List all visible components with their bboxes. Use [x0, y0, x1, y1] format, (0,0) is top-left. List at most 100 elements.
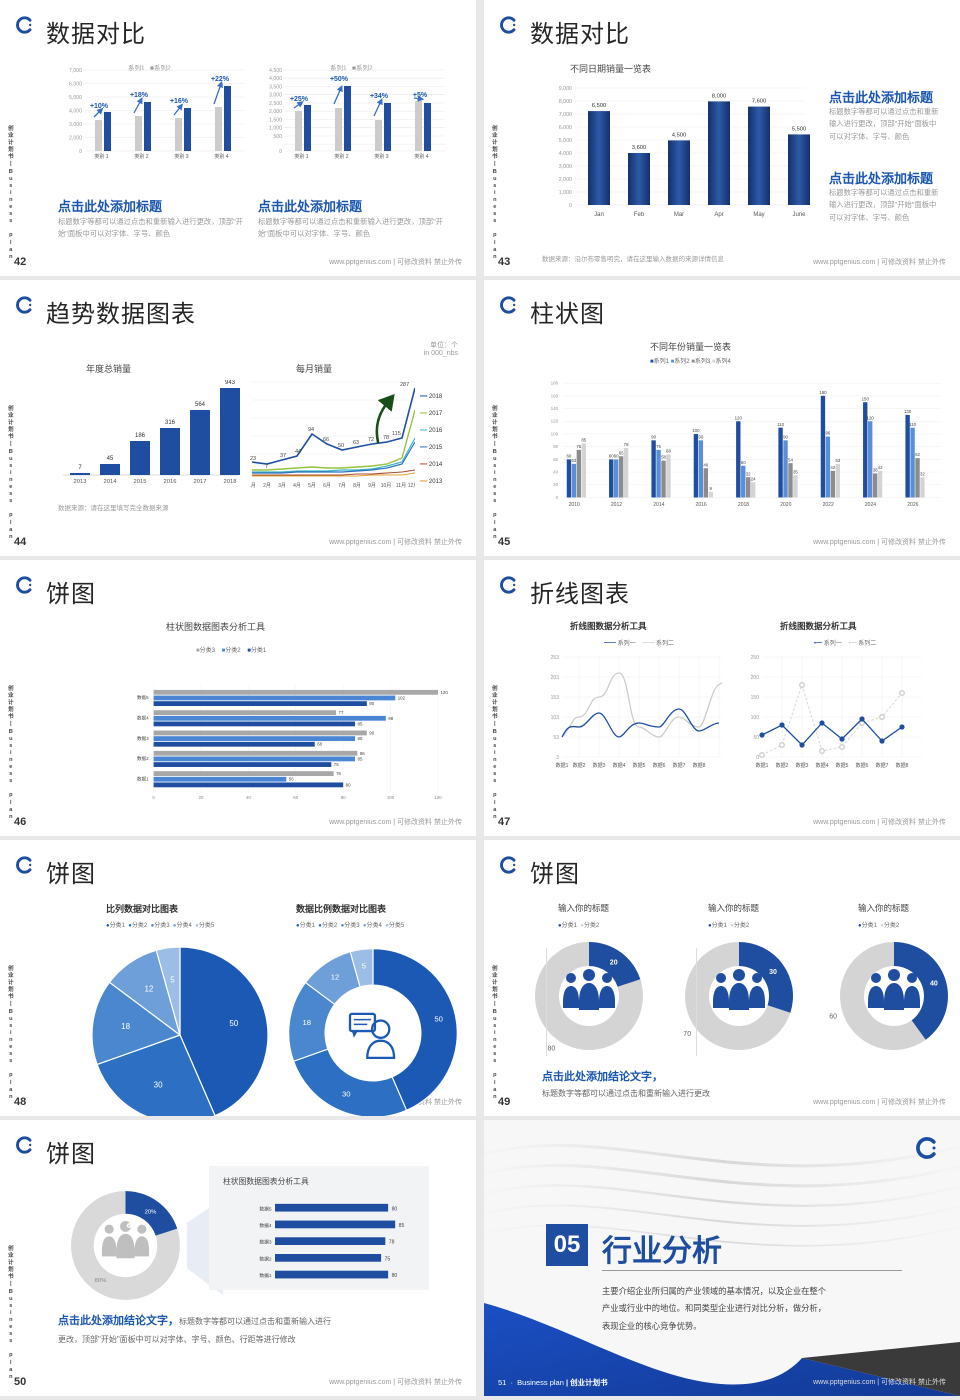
svg-text:2020: 2020 — [780, 502, 791, 508]
svg-text:85: 85 — [358, 756, 363, 761]
svg-text:9,000: 9,000 — [559, 86, 572, 92]
svg-text:+25%: +25% — [290, 96, 309, 103]
svg-text:数据4: 数据4 — [259, 1222, 272, 1229]
svg-text:11月: 11月 — [396, 483, 406, 489]
svg-text:3,600: 3,600 — [632, 145, 647, 151]
svg-text:数据4: 数据4 — [613, 762, 626, 769]
svg-text:0: 0 — [556, 495, 559, 500]
svg-text:数据7: 数据7 — [876, 762, 889, 769]
svg-text:Jan: Jan — [594, 212, 604, 218]
svg-text:数据1: 数据1 — [556, 762, 569, 769]
svg-text:96: 96 — [825, 431, 830, 436]
svg-text:数据3: 数据3 — [796, 762, 809, 769]
svg-text:80: 80 — [341, 795, 346, 800]
svg-text:120: 120 — [434, 795, 442, 800]
svg-text:100: 100 — [751, 715, 760, 721]
svg-text:253: 253 — [551, 655, 560, 661]
svg-text:86: 86 — [360, 751, 365, 756]
svg-text:类别 3: 类别 3 — [174, 153, 188, 160]
svg-text:1,000: 1,000 — [269, 126, 282, 132]
svg-text:66: 66 — [323, 437, 329, 443]
svg-text:153: 153 — [551, 695, 560, 701]
svg-text:类别 4: 类别 4 — [214, 153, 228, 160]
svg-text:75: 75 — [656, 444, 661, 449]
svg-text:160: 160 — [819, 390, 827, 395]
svg-text:70: 70 — [683, 1031, 691, 1038]
svg-text:53: 53 — [835, 458, 840, 463]
svg-text:20%: 20% — [145, 1209, 158, 1215]
svg-text:78: 78 — [624, 442, 629, 447]
svg-text:7,000: 7,000 — [559, 112, 572, 118]
svg-text:564: 564 — [195, 402, 206, 408]
svg-text:2013: 2013 — [74, 479, 87, 485]
svg-text:90: 90 — [698, 434, 703, 439]
svg-text:18: 18 — [302, 1018, 311, 1027]
svg-text:98: 98 — [388, 716, 393, 721]
svg-text:100: 100 — [692, 428, 700, 433]
svg-text:3,500: 3,500 — [269, 85, 282, 91]
svg-text:数据8: 数据8 — [896, 762, 909, 769]
svg-text:2,500: 2,500 — [269, 101, 282, 107]
svg-text:120: 120 — [735, 415, 743, 420]
svg-text:3,000: 3,000 — [69, 122, 82, 128]
svg-text:类别 2: 类别 2 — [134, 153, 148, 160]
svg-text:0: 0 — [569, 203, 572, 209]
svg-text:数据4: 数据4 — [816, 762, 829, 769]
svg-text:100: 100 — [551, 431, 559, 436]
svg-text:4,500: 4,500 — [672, 132, 687, 138]
svg-text:2026: 2026 — [907, 502, 918, 508]
svg-text:30: 30 — [154, 1080, 163, 1089]
svg-text:75: 75 — [385, 1256, 391, 1262]
svg-text:7月: 7月 — [338, 483, 346, 489]
svg-text:120: 120 — [867, 415, 875, 420]
svg-text:200: 200 — [751, 675, 760, 681]
svg-text:6,000: 6,000 — [559, 125, 572, 131]
svg-text:1,500: 1,500 — [269, 118, 282, 124]
svg-text:数据1: 数据1 — [259, 1272, 272, 1279]
svg-text:62: 62 — [915, 452, 920, 457]
svg-text:160: 160 — [551, 393, 559, 398]
svg-text:4,000: 4,000 — [269, 76, 282, 82]
svg-text:80: 80 — [548, 1045, 556, 1052]
svg-text:85: 85 — [358, 736, 363, 741]
svg-text:37: 37 — [280, 453, 286, 459]
svg-text:类别 2: 类别 2 — [334, 153, 348, 160]
svg-text:45: 45 — [107, 456, 114, 462]
svg-text:5,000: 5,000 — [69, 95, 82, 101]
svg-text:+34%: +34% — [370, 93, 389, 100]
svg-text:110: 110 — [909, 422, 917, 427]
svg-text:40: 40 — [246, 795, 251, 800]
svg-text:102: 102 — [398, 695, 406, 700]
svg-text:类别 1: 类别 1 — [94, 153, 108, 160]
svg-text:180: 180 — [551, 381, 559, 386]
svg-text:数据5: 数据5 — [137, 694, 149, 701]
svg-text:150: 150 — [751, 695, 760, 701]
svg-text:58: 58 — [661, 455, 666, 460]
svg-text:287: 287 — [400, 382, 409, 388]
svg-text:8月: 8月 — [353, 483, 361, 489]
svg-text:75: 75 — [576, 444, 581, 449]
svg-text:150: 150 — [862, 396, 870, 401]
svg-text:数据5: 数据5 — [836, 762, 849, 769]
svg-text:103: 103 — [551, 715, 560, 721]
svg-text:78: 78 — [383, 435, 389, 441]
svg-text:2,000: 2,000 — [269, 109, 282, 115]
svg-text:80: 80 — [392, 1206, 398, 1212]
svg-text:12: 12 — [331, 973, 340, 982]
svg-text:类别 1: 类别 1 — [294, 153, 308, 160]
svg-text:5,000: 5,000 — [559, 138, 572, 144]
svg-text:数据2: 数据2 — [573, 762, 586, 769]
svg-text:数据1: 数据1 — [137, 775, 149, 782]
svg-text:130: 130 — [904, 409, 912, 414]
svg-text:60: 60 — [829, 1013, 837, 1020]
svg-text:12: 12 — [144, 985, 153, 994]
svg-text:类别 3: 类别 3 — [374, 153, 388, 160]
svg-text:140: 140 — [551, 406, 559, 411]
svg-text:0: 0 — [79, 149, 82, 155]
svg-text:7: 7 — [78, 465, 82, 471]
svg-text:+10%: +10% — [90, 103, 109, 110]
svg-text:68: 68 — [666, 448, 671, 453]
svg-text:78: 78 — [389, 1240, 395, 1246]
svg-text:80%: 80% — [95, 1278, 108, 1284]
svg-text:35: 35 — [793, 469, 798, 474]
